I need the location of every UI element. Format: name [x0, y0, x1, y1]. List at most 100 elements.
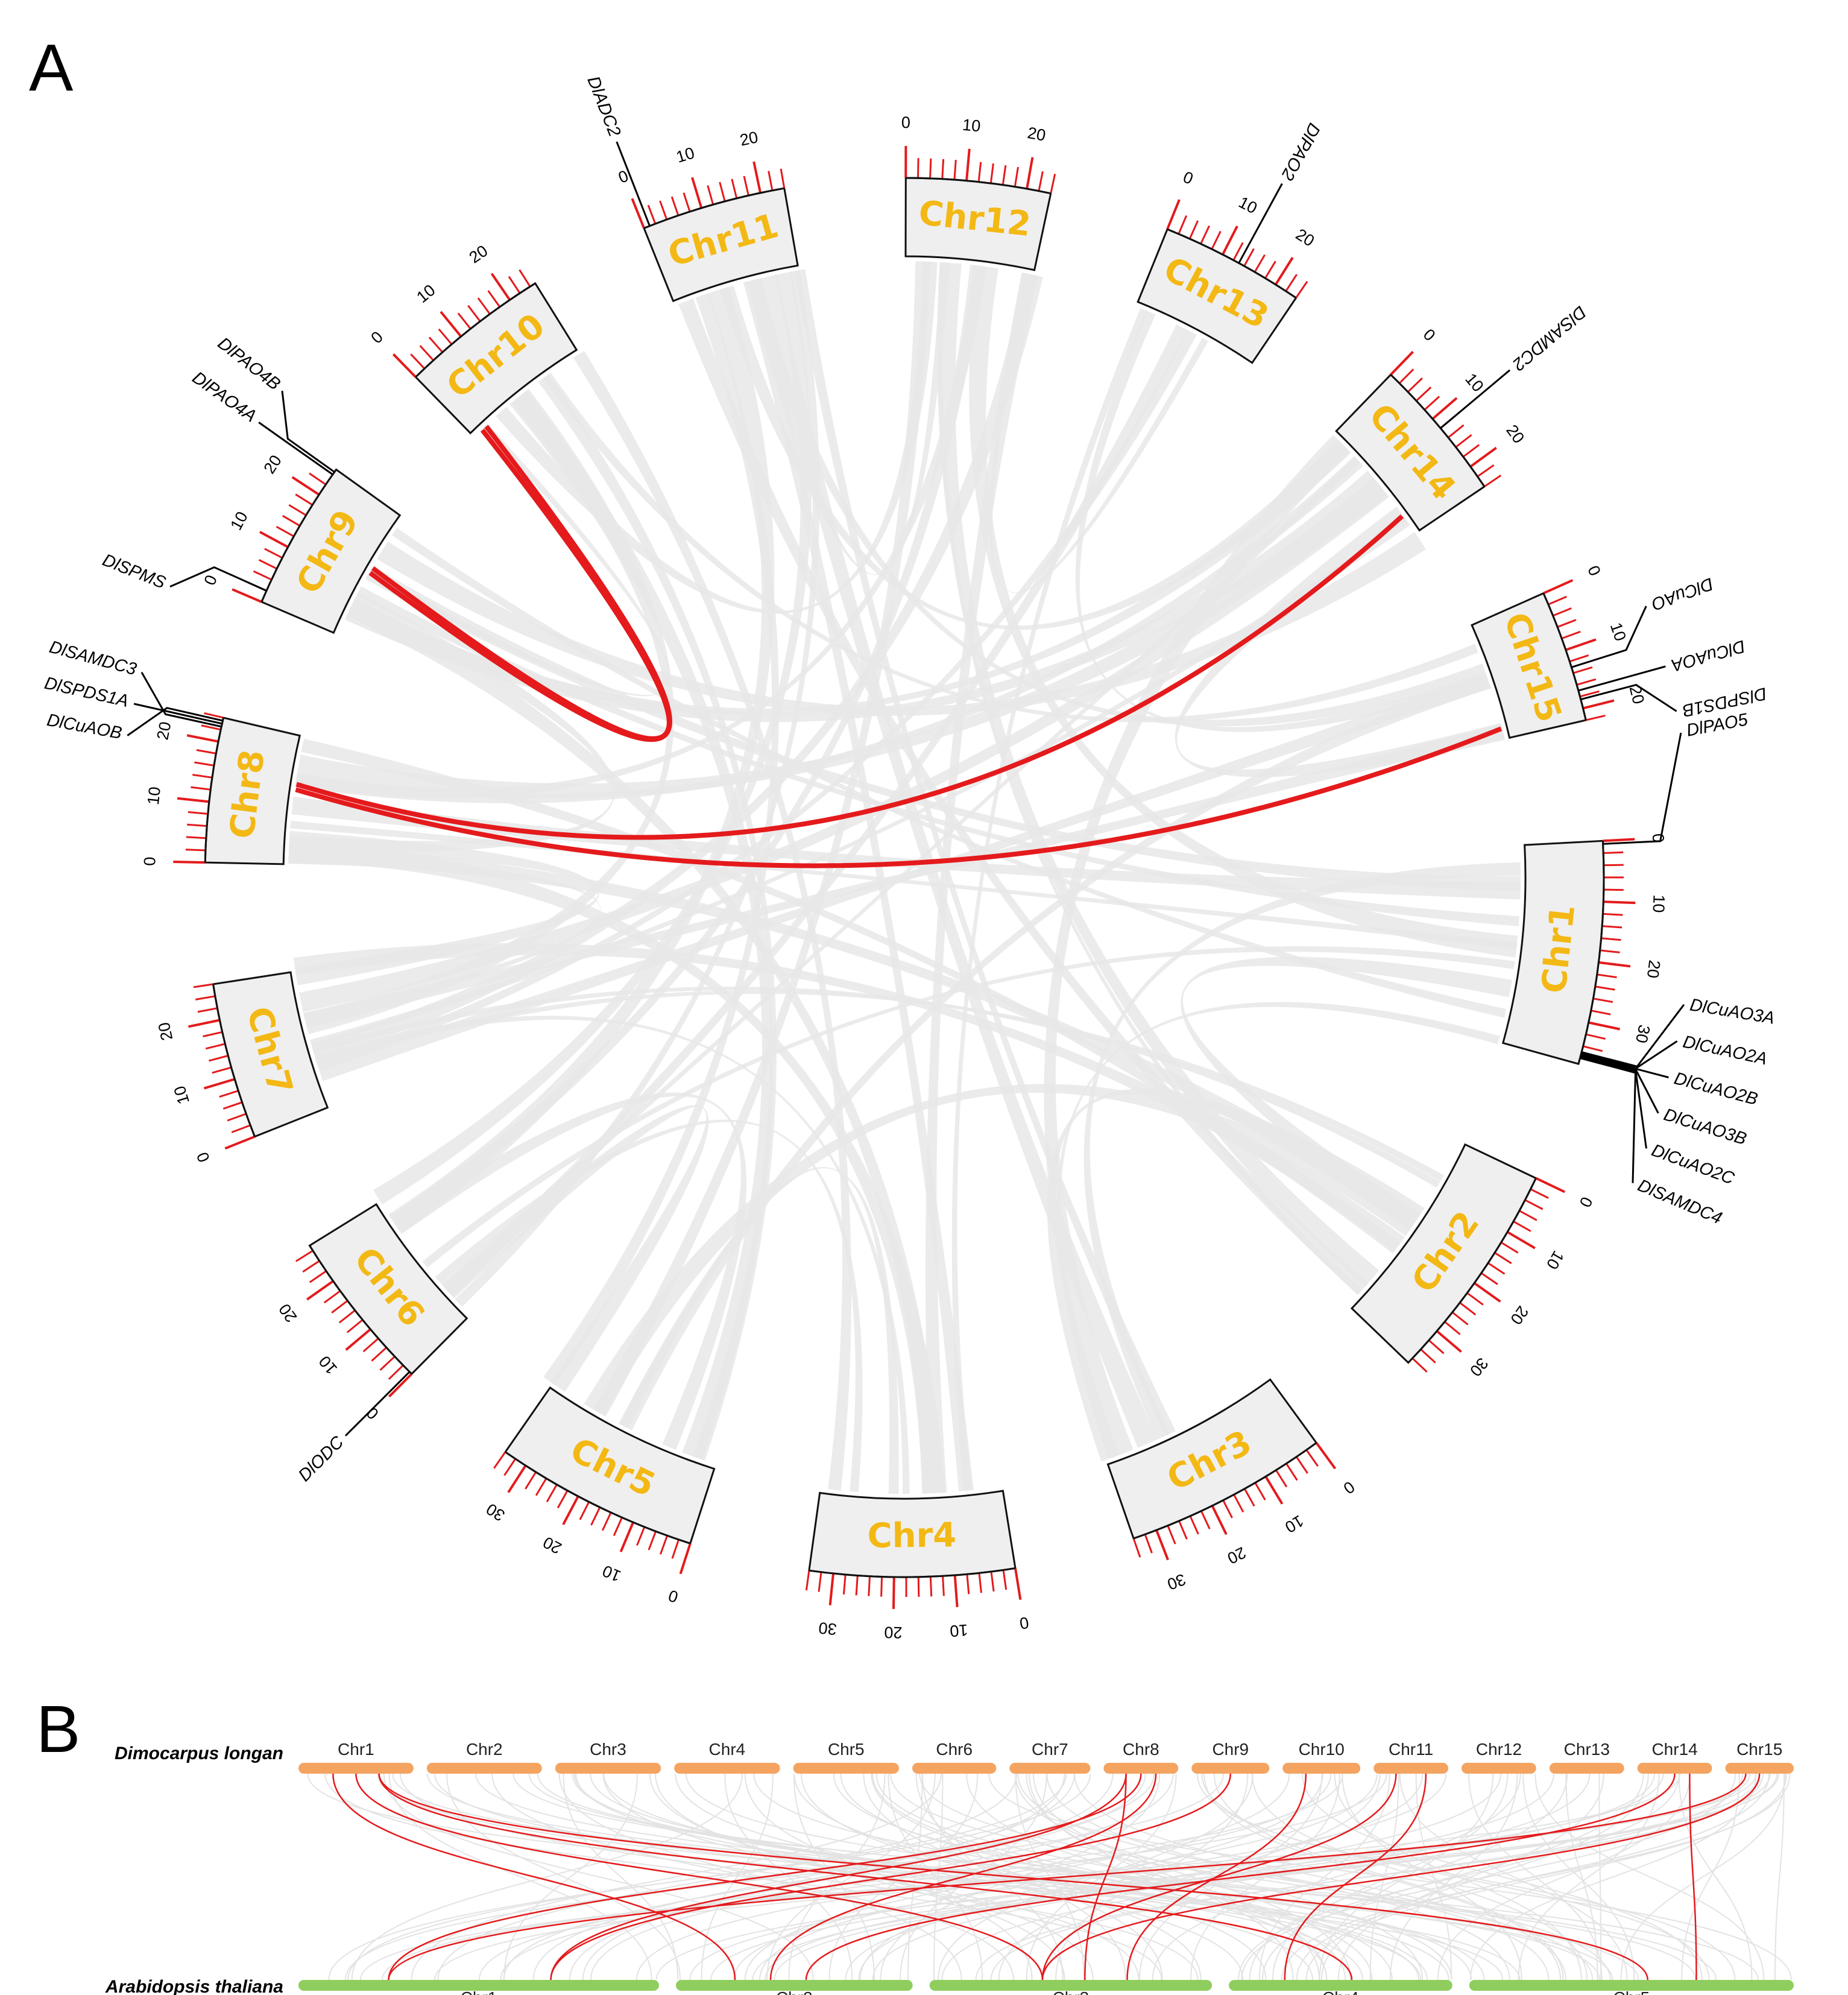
tick-label: 0	[1576, 1194, 1597, 1210]
chromosome-tick	[557, 1490, 569, 1509]
linear-chromosome-bars: Chr1 Chr2 Chr3 Chr4 Chr5 Chr6 Chr7 Chr8 Chr9 Chr1…	[298, 1740, 1794, 1995]
gene-label: DlSPMS	[99, 551, 168, 593]
linear-background-link	[1342, 1773, 1522, 1981]
linear-highlight-link	[550, 1773, 1127, 1981]
chromosome-tick	[978, 1573, 982, 1593]
chromosome-tick	[186, 734, 219, 743]
chromosome-tick	[1530, 1188, 1549, 1199]
chromosome-tick	[209, 1055, 229, 1062]
chromosome-axis	[415, 282, 536, 378]
chromosome-tick	[388, 1364, 404, 1380]
chromosome-tick	[1585, 715, 1606, 721]
tick-label: 10	[171, 1084, 193, 1106]
tick-label: 10	[413, 281, 438, 306]
linear-background-link	[537, 1773, 1697, 1981]
chromosome-tick	[227, 1113, 247, 1122]
gene-label: DlSPDS1A	[43, 674, 130, 711]
chromosome-axis	[204, 717, 225, 863]
tick-label: 0	[193, 1149, 213, 1165]
tick-label: 30	[483, 1500, 508, 1525]
background-ribbon	[441, 457, 1360, 1289]
chromosome-tick	[1038, 171, 1044, 191]
gene-label: DlSAMDC2	[1509, 302, 1589, 375]
linear-background-link	[875, 1773, 1452, 1981]
tick-label: 0	[1420, 325, 1439, 344]
tick-label: 20	[276, 1300, 301, 1326]
chromosome-tick	[519, 269, 531, 287]
chromosome-tick	[194, 761, 215, 767]
chromosome-tick	[1026, 157, 1034, 189]
chromosome-tick	[828, 1573, 834, 1605]
chromosome-axis	[1577, 841, 1605, 1064]
chromosome-tick	[309, 1270, 327, 1283]
background-ribbon	[443, 1105, 709, 1392]
linear-highlight-link	[1126, 1773, 1307, 1981]
chromosome-tick	[1222, 225, 1238, 256]
chromosome-tick	[1597, 973, 1617, 978]
chromosome-axis	[309, 1245, 412, 1375]
gene-leader-line	[127, 707, 223, 736]
chromosome-tick	[679, 1543, 692, 1575]
linear-background-link	[888, 1773, 983, 1981]
tick-label: 0	[1181, 168, 1196, 188]
chromosome-tick	[392, 353, 417, 378]
linear-highlight-link	[355, 1773, 1044, 1981]
top-chromosome-bar	[298, 1763, 414, 1774]
linear-background-link	[966, 1773, 1327, 1981]
linear-background-link	[766, 1773, 936, 1981]
duplication-link	[295, 514, 1404, 840]
gene-label: DlCuAO2B	[1672, 1069, 1759, 1109]
chromosome-tick	[371, 1347, 387, 1362]
chromosome-tick	[1572, 666, 1593, 674]
chromosome-tick	[306, 1280, 334, 1301]
top-chromosome-bar	[1103, 1763, 1179, 1774]
chromosome-tick	[1519, 1210, 1537, 1221]
top-chromosome-label: Chr1	[338, 1740, 374, 1759]
chromosome-axis	[260, 469, 337, 602]
chromosome-tick	[1569, 654, 1589, 663]
background-ribbon	[746, 262, 950, 575]
chromosome-tick	[507, 1465, 527, 1493]
bottom-chromosome-bar	[298, 1980, 659, 1991]
gene-label: DlCuAOA	[1669, 636, 1747, 675]
gene-leader-line	[258, 422, 333, 476]
top-chromosome-label: Chr6	[936, 1740, 973, 1759]
gene-label: DlPAO2	[1277, 120, 1323, 183]
chromosome-axis	[505, 1451, 691, 1544]
chromosome-tick	[440, 311, 462, 338]
chromosome-tick	[942, 1576, 945, 1596]
chromosome-tick	[590, 1507, 601, 1526]
linear-background-link	[377, 1773, 1521, 1981]
linear-highlight-link	[769, 1773, 1157, 1981]
chromosome-tick	[1407, 377, 1423, 393]
chromosome-tick	[1415, 387, 1432, 402]
chromosome-tick	[1535, 1177, 1566, 1194]
chromosome-tick	[647, 204, 657, 224]
chromosome-axis	[906, 177, 1052, 195]
top-chromosome-bar	[1725, 1763, 1794, 1774]
tick-label: 20	[155, 1021, 177, 1043]
chromosome-tick	[197, 1007, 218, 1013]
chromosome-tick	[1398, 368, 1414, 384]
duplication-link	[368, 425, 672, 742]
chromosome-tick	[648, 1531, 657, 1551]
chromosome-tick	[192, 774, 213, 779]
chromosome-tick	[1565, 638, 1597, 651]
chromosome-tick	[203, 1031, 223, 1037]
chromosome-label: Chr1	[1534, 903, 1583, 996]
chromosome-tick	[1595, 985, 1615, 991]
linear-background-link	[1203, 1773, 1562, 1981]
linear-background-link	[872, 1773, 1373, 1981]
chromosome-tick	[1200, 1510, 1211, 1529]
chromosome-axis	[643, 187, 785, 229]
chromosome-tick	[1469, 446, 1497, 468]
linear-background-link	[1152, 1773, 1521, 1981]
chromosome-tick	[1543, 579, 1574, 595]
linear-background-link	[1399, 1773, 1628, 1981]
bottom-chromosome-label: Chr3	[1053, 1988, 1090, 1995]
chromosome-tick	[953, 1575, 959, 1607]
top-chromosome-label: Chr4	[709, 1740, 746, 1759]
chromosome-tick	[188, 811, 208, 815]
linear-background-link	[922, 1773, 1064, 1981]
linear-background-link	[1437, 1773, 1691, 1981]
